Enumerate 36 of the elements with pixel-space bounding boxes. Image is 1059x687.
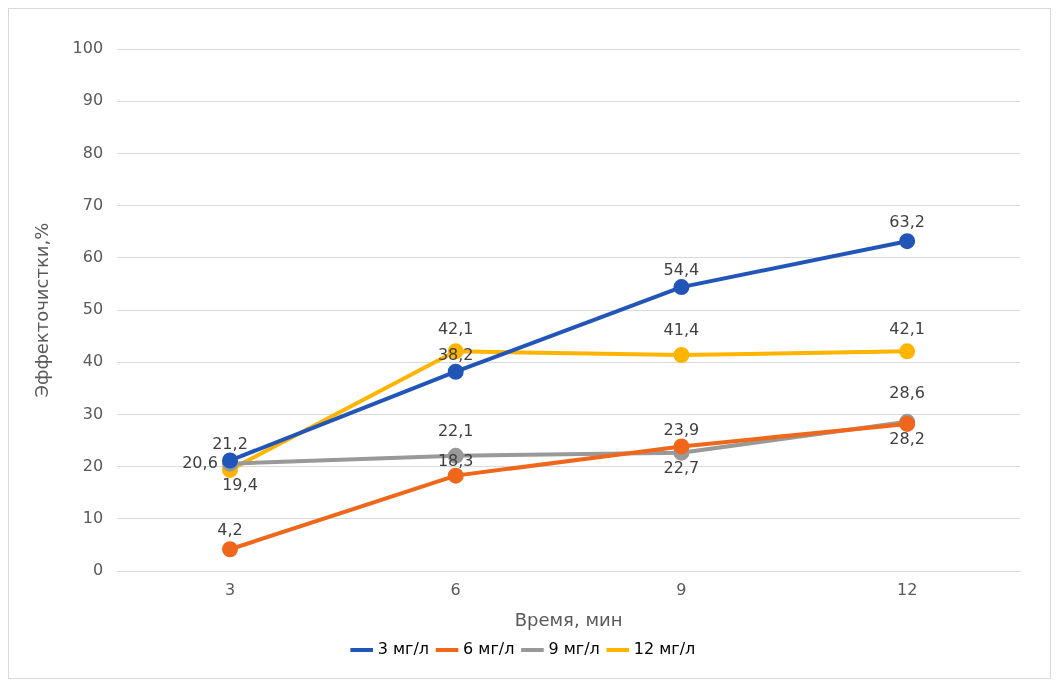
y-axis-title: Эффекточистки,%	[31, 222, 53, 398]
data-label: 21,2	[212, 433, 248, 453]
y-tick-label: 60	[82, 247, 104, 267]
data-label: 63,2	[889, 212, 925, 232]
data-label: 20,6	[182, 452, 218, 472]
data-label: 42,1	[437, 318, 474, 338]
y-tick-label: 90	[82, 90, 104, 110]
data-label: 28,6	[889, 383, 925, 403]
data-label: 42,1	[889, 318, 925, 338]
y-tick-label: 30	[82, 403, 104, 423]
data-label: 54,4	[663, 260, 700, 280]
legend-label: 3 мг/л	[377, 639, 430, 659]
x-tick-label: 3	[224, 579, 236, 599]
y-tick-label: 0	[92, 560, 104, 580]
y-tick-label: 70	[82, 194, 104, 214]
data-label: 18,3	[437, 450, 474, 470]
x-tick-label: 6	[450, 579, 461, 599]
legend-label: 12 мг/л	[633, 639, 696, 659]
y-tick-label: 100	[72, 38, 104, 58]
data-label: 23,9	[663, 419, 700, 439]
data-label: 22,1	[437, 420, 474, 440]
y-tick-label: 10	[82, 508, 104, 528]
legend-label: 9 мг/л	[548, 639, 600, 659]
x-tick-label: 9	[676, 579, 687, 599]
y-tick-label: 20	[82, 455, 104, 475]
data-label: 41,4	[663, 320, 700, 340]
x-tick-label: 12	[896, 579, 918, 599]
data-label: 28,2	[889, 429, 925, 449]
y-tick-label: 50	[82, 299, 104, 319]
y-tick-label: 40	[82, 351, 104, 371]
data-label: 19,4	[222, 475, 258, 495]
y-tick-label: 80	[82, 142, 104, 162]
legend-label: 6 мг/л	[463, 639, 515, 659]
data-label: 4,2	[217, 520, 243, 540]
x-axis-title: Время, мин	[514, 608, 623, 630]
data-label: 22,7	[663, 457, 700, 477]
